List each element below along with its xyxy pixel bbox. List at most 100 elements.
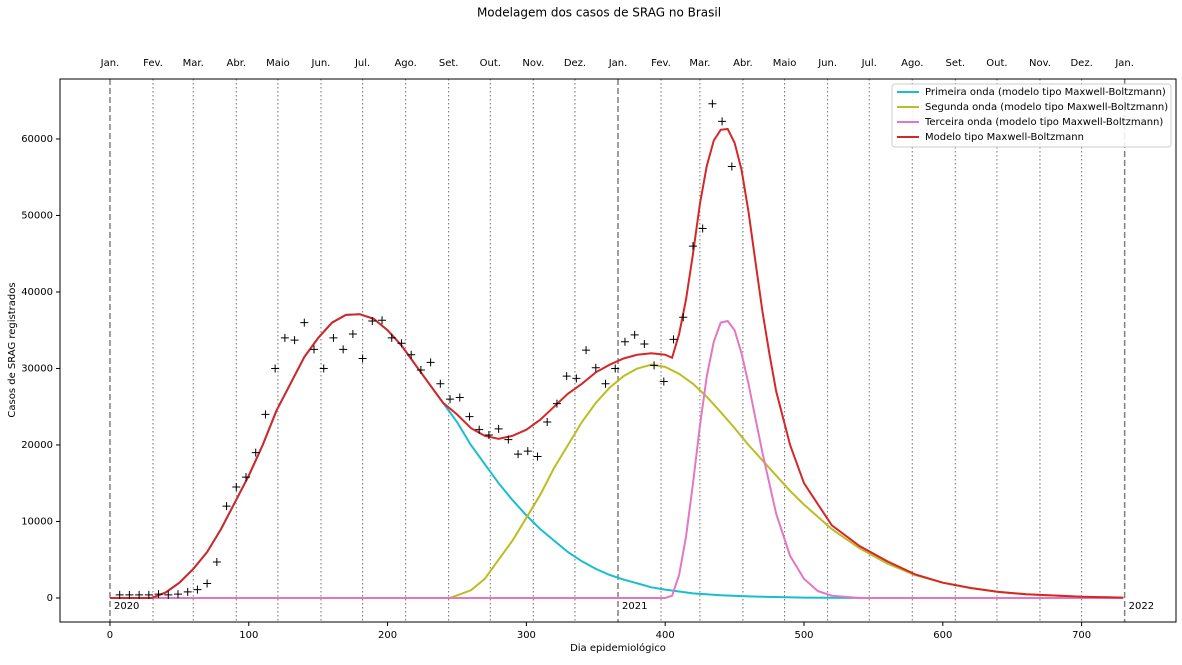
- observed-point: [659, 377, 668, 386]
- plot-area: [110, 99, 1124, 599]
- month-label: Mar.: [689, 58, 710, 69]
- month-label: Jan.: [608, 58, 628, 69]
- observed-point: [562, 372, 571, 381]
- y-tick-label: 20000: [21, 440, 53, 451]
- x-axis-label: Dia epidemiológico: [570, 642, 666, 654]
- observed-point: [572, 374, 581, 383]
- observed-point: [173, 590, 182, 599]
- observed-point: [650, 361, 659, 370]
- observed-point: [154, 590, 163, 599]
- month-label: Maio: [266, 58, 290, 69]
- observed-point: [378, 316, 387, 325]
- x-tick-label: 700: [1072, 630, 1091, 641]
- observed-point: [222, 502, 231, 511]
- year-label: 2020: [114, 601, 139, 612]
- observed-point: [339, 345, 348, 354]
- observed-point: [640, 339, 649, 348]
- month-label: Nov.: [1029, 58, 1051, 69]
- observed-point: [465, 412, 474, 421]
- observed-point: [611, 364, 620, 373]
- month-label: Ago.: [394, 58, 416, 69]
- month-label: Fev.: [651, 58, 671, 69]
- month-label: Abr.: [227, 58, 247, 69]
- chart-title: Modelagem dos casos de SRAG no Brasil: [477, 6, 721, 20]
- observed-point: [164, 590, 173, 599]
- month-label: Mar.: [183, 58, 204, 69]
- observed-point: [397, 339, 406, 348]
- observed-point: [416, 366, 425, 375]
- observed-point: [261, 410, 270, 419]
- legend-label: Segunda onda (modelo tipo Maxwell-Boltzm…: [925, 102, 1168, 113]
- observed-point: [144, 590, 153, 599]
- month-label: Jun.: [311, 58, 331, 69]
- observed-point: [358, 354, 367, 363]
- y-tick-label: 30000: [21, 363, 53, 374]
- plot-frame: [59, 78, 1177, 623]
- legend-box: [891, 83, 1172, 148]
- observed-point: [446, 395, 455, 404]
- month-label: Jul.: [861, 58, 877, 69]
- y-tick-label: 0: [47, 593, 53, 604]
- observed-point: [708, 99, 717, 108]
- observed-point: [300, 318, 309, 327]
- x-tick-label: 600: [933, 630, 952, 641]
- observed-point: [348, 330, 357, 339]
- y-tick-label: 10000: [21, 516, 53, 527]
- observed-point: [232, 483, 241, 492]
- month-label: Ago.: [901, 58, 923, 69]
- year-label: 2022: [1129, 601, 1154, 612]
- month-label: Out.: [986, 58, 1007, 69]
- legend-label: Primeira onda (modelo tipo Maxwell-Boltz…: [925, 87, 1166, 98]
- month-label: Out.: [480, 58, 501, 69]
- observed-point: [504, 435, 513, 444]
- observed-point: [523, 447, 532, 456]
- observed-point: [455, 393, 464, 402]
- observed-point: [193, 585, 202, 594]
- x-tick-label: 100: [239, 630, 258, 641]
- observed-point: [271, 364, 280, 373]
- observed-point: [310, 345, 319, 354]
- observed-point: [368, 317, 377, 326]
- observed-point: [718, 117, 727, 126]
- month-label: Abr.: [733, 58, 753, 69]
- observed-point: [251, 448, 260, 457]
- observed-point: [319, 364, 328, 373]
- observed-point: [620, 337, 629, 346]
- observed-point: [698, 224, 707, 233]
- observed-point: [543, 418, 552, 427]
- month-label: Jan.: [100, 58, 120, 69]
- observed-point: [679, 313, 688, 322]
- legend-label: Modelo tipo Maxwell-Boltzmann: [925, 132, 1084, 143]
- observed-point: [533, 452, 542, 461]
- x-tick-label: 500: [794, 630, 813, 641]
- observed-point: [183, 587, 192, 596]
- x-tick-label: 200: [378, 630, 397, 641]
- model-line: [110, 319, 1124, 599]
- observed-point: [484, 431, 493, 440]
- month-label: Jun.: [817, 58, 837, 69]
- month-label: Maio: [773, 58, 797, 69]
- month-label: Jul.: [354, 58, 370, 69]
- model-line: [110, 127, 1124, 599]
- month-label: Fev.: [143, 58, 163, 69]
- observed-point: [407, 350, 416, 359]
- observed-point: [125, 590, 134, 599]
- observed-point: [426, 358, 435, 367]
- observed-point: [630, 330, 639, 339]
- observed-point: [242, 473, 250, 482]
- observed-point: [212, 558, 221, 567]
- month-label: Set.: [439, 58, 459, 69]
- observed-point: [601, 379, 610, 388]
- x-tick-label: 400: [656, 630, 675, 641]
- month-label: Nov.: [522, 58, 544, 69]
- observed-point: [135, 590, 144, 599]
- year-label: 2021: [622, 601, 647, 612]
- observed-point: [436, 379, 445, 388]
- month-label: Set.: [945, 58, 965, 69]
- month-label: Dez.: [1070, 58, 1092, 69]
- observed-point: [475, 425, 484, 434]
- observed-point: [290, 336, 299, 345]
- observed-point: [280, 333, 289, 342]
- y-tick-label: 40000: [21, 287, 53, 298]
- month-label: Dez.: [564, 58, 586, 69]
